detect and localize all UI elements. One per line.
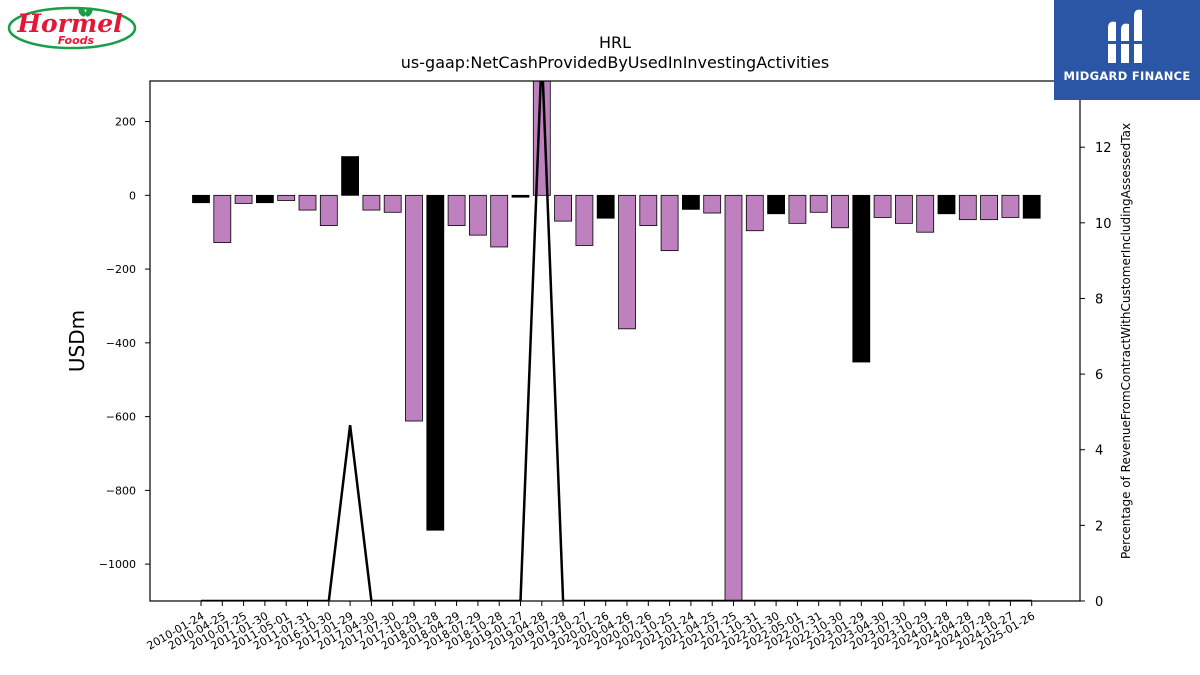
bar-2020-01-26: [596, 194, 615, 219]
bar-2025-01-26: [1022, 194, 1041, 219]
chart-subtitle: us-gaap:NetCashProvidedByUsedInInvesting…: [401, 53, 829, 72]
y2-tick-label: 6: [1095, 368, 1103, 383]
bar-2021-01-24: [682, 194, 700, 210]
bar-2017-04-30: [362, 194, 381, 211]
line-series: [201, 81, 1032, 601]
bar-2017-01-29: [341, 156, 360, 196]
logo-subtext: Foods: [58, 34, 95, 47]
plot-frame: [149, 80, 1081, 602]
bar-2010-07-25: [234, 194, 253, 204]
bar-2018-07-29: [468, 194, 487, 236]
y-axis-label: USDm: [65, 310, 89, 372]
bar-2018-04-29: [447, 194, 466, 226]
bar-2022-10-30: [831, 194, 849, 229]
bar-2019-01-27: [511, 194, 530, 198]
bar-2023-07-30: [895, 194, 913, 224]
bar-2010-04-25: [213, 194, 232, 243]
bar-2017-10-29: [405, 194, 423, 422]
y2-tick-label: 10: [1095, 217, 1112, 232]
logo-wordmark: Hormel: [16, 9, 122, 38]
hormel-foods-logo: Hormel Foods: [6, 4, 138, 52]
axes: 2000−200−400−600−800−10000246810122010-0…: [99, 80, 1112, 653]
bar-2021-04-25: [703, 194, 722, 214]
bar-2024-04-28: [958, 194, 977, 221]
bar-2022-07-31: [809, 194, 828, 213]
y-tick-label: −600: [106, 411, 136, 424]
percentage-line: [201, 81, 1032, 601]
leaf-icon: [78, 7, 93, 17]
y2-tick-label: 4: [1095, 444, 1103, 459]
bar-2020-07-26: [639, 194, 658, 226]
bar-2017-07-30: [383, 194, 402, 213]
bar-2021-07-25: [724, 194, 743, 601]
bar-2019-07-28: [554, 194, 572, 222]
y2-tick-label: 8: [1095, 292, 1103, 307]
y-tick-label: −200: [106, 263, 136, 276]
y-tick-label: 200: [115, 116, 136, 129]
midgard-wordmark: MIDGARD FINANCE: [1063, 69, 1191, 83]
bar-2021-10-31: [745, 194, 764, 232]
midgard-mark-icon: [1106, 9, 1146, 64]
bar-2024-10-27: [1001, 194, 1020, 218]
y-tick-label: −400: [106, 337, 136, 350]
bar-2019-10-27: [575, 194, 594, 246]
bar-2011-01-30: [255, 194, 274, 204]
midgard-finance-logo: MIDGARD FINANCE: [1054, 0, 1200, 100]
y2-tick-label: 2: [1095, 519, 1103, 534]
bar-2018-01-28: [426, 194, 445, 531]
y2-axis-label: Percentage of RevenueFromContractWithCus…: [1119, 123, 1133, 559]
bar-2023-01-29: [852, 194, 871, 363]
y-tick-label: −800: [106, 484, 136, 497]
bar-2018-10-28: [490, 194, 509, 248]
bar-2016-10-30: [319, 194, 338, 226]
y-tick-label: 0: [129, 189, 136, 202]
y-tick-label: −1000: [99, 558, 136, 571]
bar-2011-07-31: [298, 194, 317, 211]
bar-2023-10-29: [916, 194, 935, 233]
bar-series: [192, 81, 1041, 601]
bar-2020-04-26: [618, 194, 636, 330]
bar-2024-07-28: [980, 194, 998, 221]
chart-title: HRL: [599, 33, 631, 52]
y2-tick-label: 0: [1095, 595, 1103, 610]
bar-2024-01-28: [937, 194, 956, 215]
bar-2020-10-25: [660, 194, 679, 252]
y2-tick-label: 12: [1095, 141, 1112, 156]
bar-2011-05-01: [277, 194, 296, 201]
bar-2022-01-30: [767, 194, 785, 215]
bar-2010-01-24: [192, 194, 210, 204]
bar-2023-04-30: [873, 194, 892, 218]
bar-2022-05-01: [788, 194, 807, 224]
